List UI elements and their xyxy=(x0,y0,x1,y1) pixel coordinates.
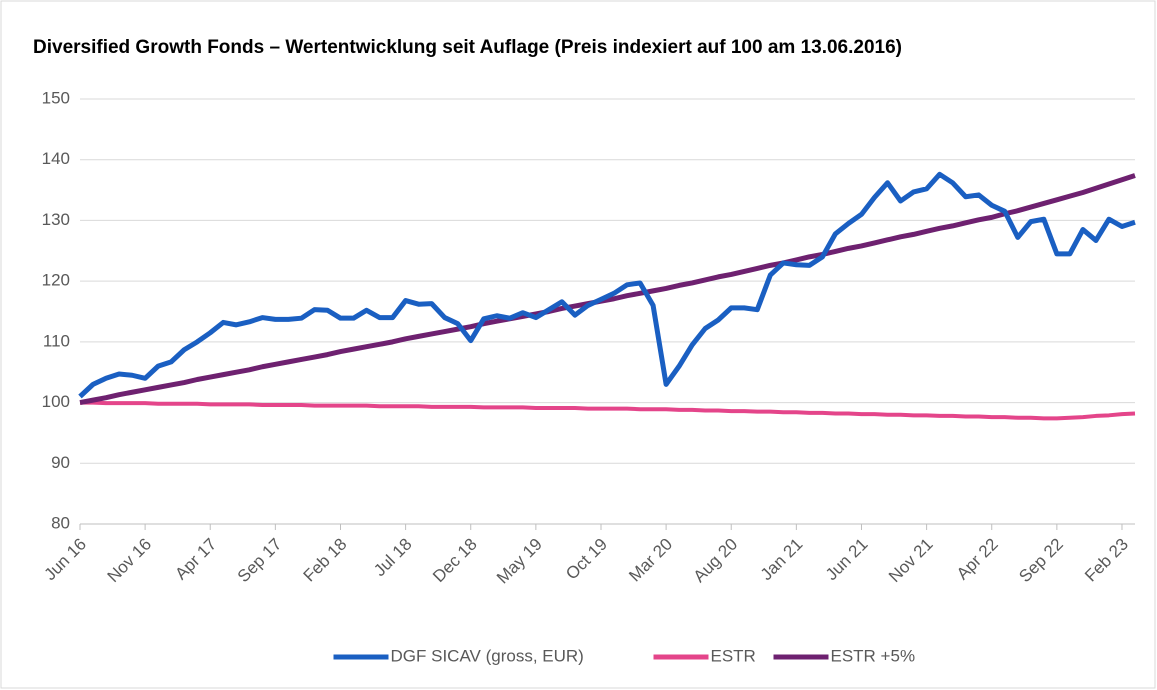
legend-label: DGF SICAV (gross, EUR) xyxy=(391,646,584,665)
y-tick-label: 130 xyxy=(42,210,70,229)
y-tick-label: 150 xyxy=(42,88,70,107)
y-tick-label: 110 xyxy=(43,331,70,350)
y-tick-label: 140 xyxy=(42,149,70,168)
legend-label: ESTR xyxy=(711,646,756,665)
y-tick-label: 90 xyxy=(51,453,70,472)
y-tick-label: 120 xyxy=(42,271,70,290)
legend-label: ESTR +5% xyxy=(831,646,916,665)
y-tick-label: 100 xyxy=(42,392,70,411)
chart-title: Diversified Growth Fonds – Wertentwicklu… xyxy=(33,37,902,58)
series-line xyxy=(78,171,1136,399)
series-line xyxy=(80,400,1136,421)
y-tick-label: 80 xyxy=(51,513,70,532)
series-line xyxy=(79,173,1136,406)
